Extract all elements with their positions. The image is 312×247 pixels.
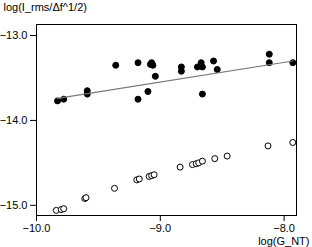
svg-text:−15.0: −15.0: [0, 199, 28, 211]
svg-text:log(G_NT): log(G_NT): [258, 235, 309, 247]
svg-text:−8.0: −8.0: [273, 222, 295, 234]
svg-text:−14.0: −14.0: [0, 114, 28, 126]
svg-text:−9.0: −9.0: [149, 222, 171, 234]
svg-text:−10.0: −10.0: [23, 222, 51, 234]
svg-text:−13.0: −13.0: [0, 29, 28, 41]
svg-text:log(I_rms/Δf^1/2): log(I_rms/Δf^1/2): [4, 1, 87, 13]
